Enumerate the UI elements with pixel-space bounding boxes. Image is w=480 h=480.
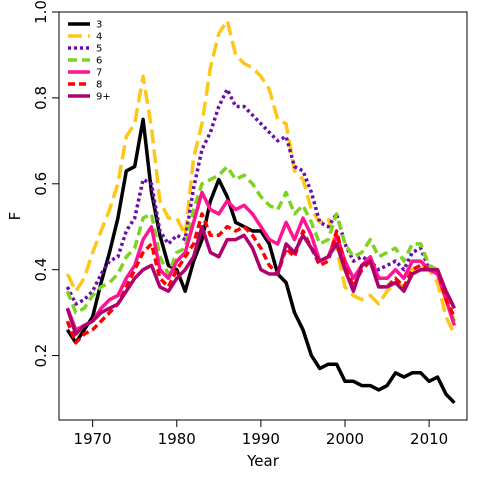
legend-label: 6 <box>96 56 102 67</box>
x-tick-label: 1980 <box>158 430 196 448</box>
x-tick-label: 2010 <box>410 430 448 448</box>
y-tick-label: 0.6 <box>32 172 50 196</box>
legend-label: 3 <box>96 20 102 31</box>
y-axis: 0.2 0.4 0.6 0.8 1.0 <box>32 0 59 368</box>
x-axis: 1970 1980 1990 2000 2010 <box>74 420 448 448</box>
plot-frame <box>58 11 468 421</box>
x-tick-label: 1990 <box>242 430 280 448</box>
series-line-5 <box>65 87 456 310</box>
y-tick-label: 0.4 <box>32 258 50 282</box>
x-axis-title: Year <box>246 452 280 470</box>
series-line-7 <box>65 190 457 332</box>
y-tick-label: 1.0 <box>32 0 50 24</box>
x-tick-label: 2000 <box>326 430 364 448</box>
legend-label: 9+ <box>96 92 111 103</box>
series-line-6 <box>65 164 457 322</box>
series-line-4 <box>65 18 456 335</box>
series-line-3 <box>65 117 456 405</box>
y-axis-title: F <box>6 212 24 221</box>
y-tick-label: 0.8 <box>32 86 50 110</box>
legend-label: 4 <box>96 32 102 43</box>
legend-label: 5 <box>96 44 102 55</box>
legend-label: 8 <box>96 80 102 91</box>
y-tick-label: 0.2 <box>32 344 50 368</box>
legend-label: 7 <box>96 68 102 79</box>
series-layer <box>65 18 457 405</box>
series-line-9plus <box>65 224 456 336</box>
x-tick-label: 1970 <box>74 430 112 448</box>
